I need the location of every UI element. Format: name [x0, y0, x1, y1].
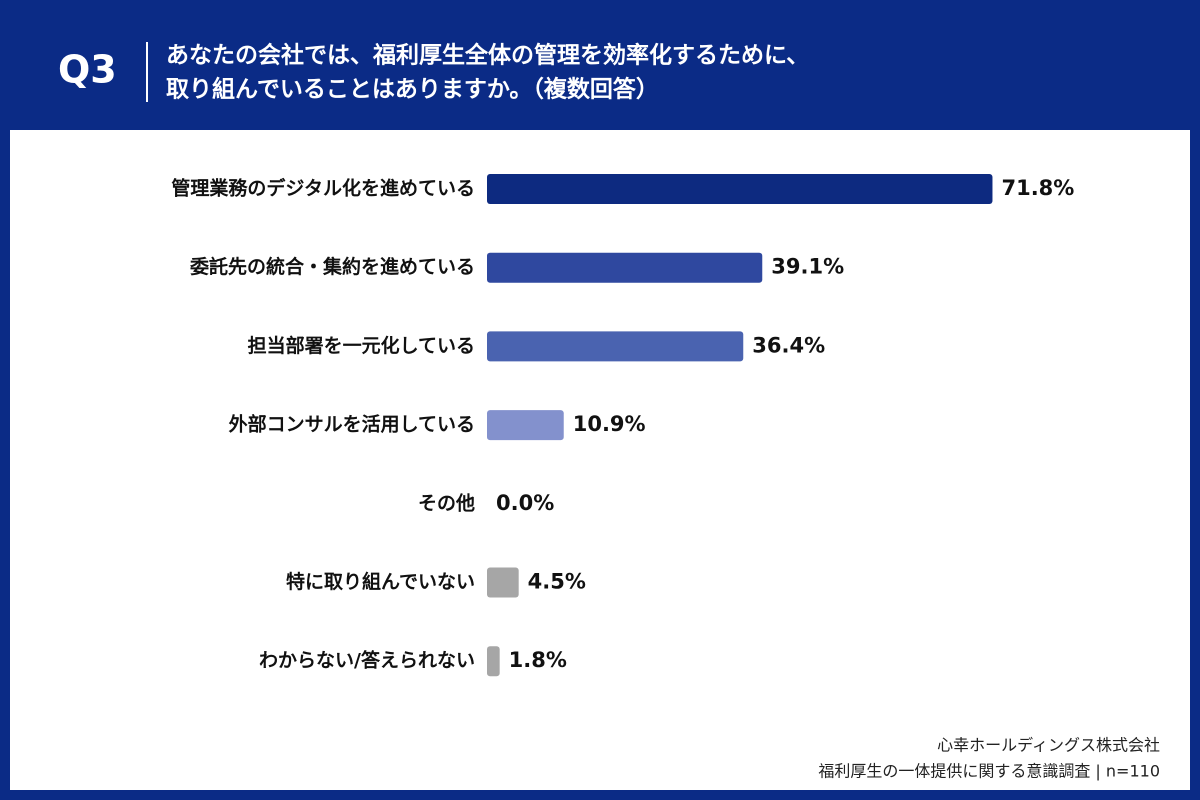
question-line: あなたの会社では、福利厚生全体の管理を効率化するために、: [166, 42, 809, 69]
footer-company: 心幸ホールディングス株式会社: [937, 736, 1160, 755]
value-label: 36.4%: [752, 333, 825, 357]
category-label: その他: [418, 491, 475, 514]
category-label: 管理業務のデジタル化を進めている: [171, 177, 475, 200]
value-label: 1.8%: [509, 648, 567, 672]
value-label: 10.9%: [573, 412, 646, 436]
footer-survey: 福利厚生の一体提供に関する意識調査 | n=110: [818, 762, 1160, 781]
bar: [487, 410, 564, 441]
question-number: Q3: [58, 48, 117, 92]
value-label: 4.5%: [528, 570, 586, 594]
question-line: 取り組んでいることはありますか。（複数回答）: [166, 76, 659, 103]
bar: [487, 567, 519, 598]
bar: [487, 331, 744, 362]
value-label: 0.0%: [496, 491, 554, 515]
category-label: わからない/答えられない: [259, 649, 475, 672]
bar: [487, 646, 500, 677]
category-label: 外部コンサルを活用している: [229, 413, 475, 436]
value-label: 39.1%: [771, 255, 844, 279]
panel: [10, 130, 1190, 790]
category-label: 担当部署を一元化している: [248, 334, 475, 357]
category-label: 委託先の統合・集約を進めている: [189, 255, 475, 278]
category-label: 特に取り組んでいない: [286, 570, 475, 593]
value-label: 71.8%: [1001, 176, 1074, 200]
bar: [487, 174, 993, 204]
bar: [487, 252, 763, 283]
